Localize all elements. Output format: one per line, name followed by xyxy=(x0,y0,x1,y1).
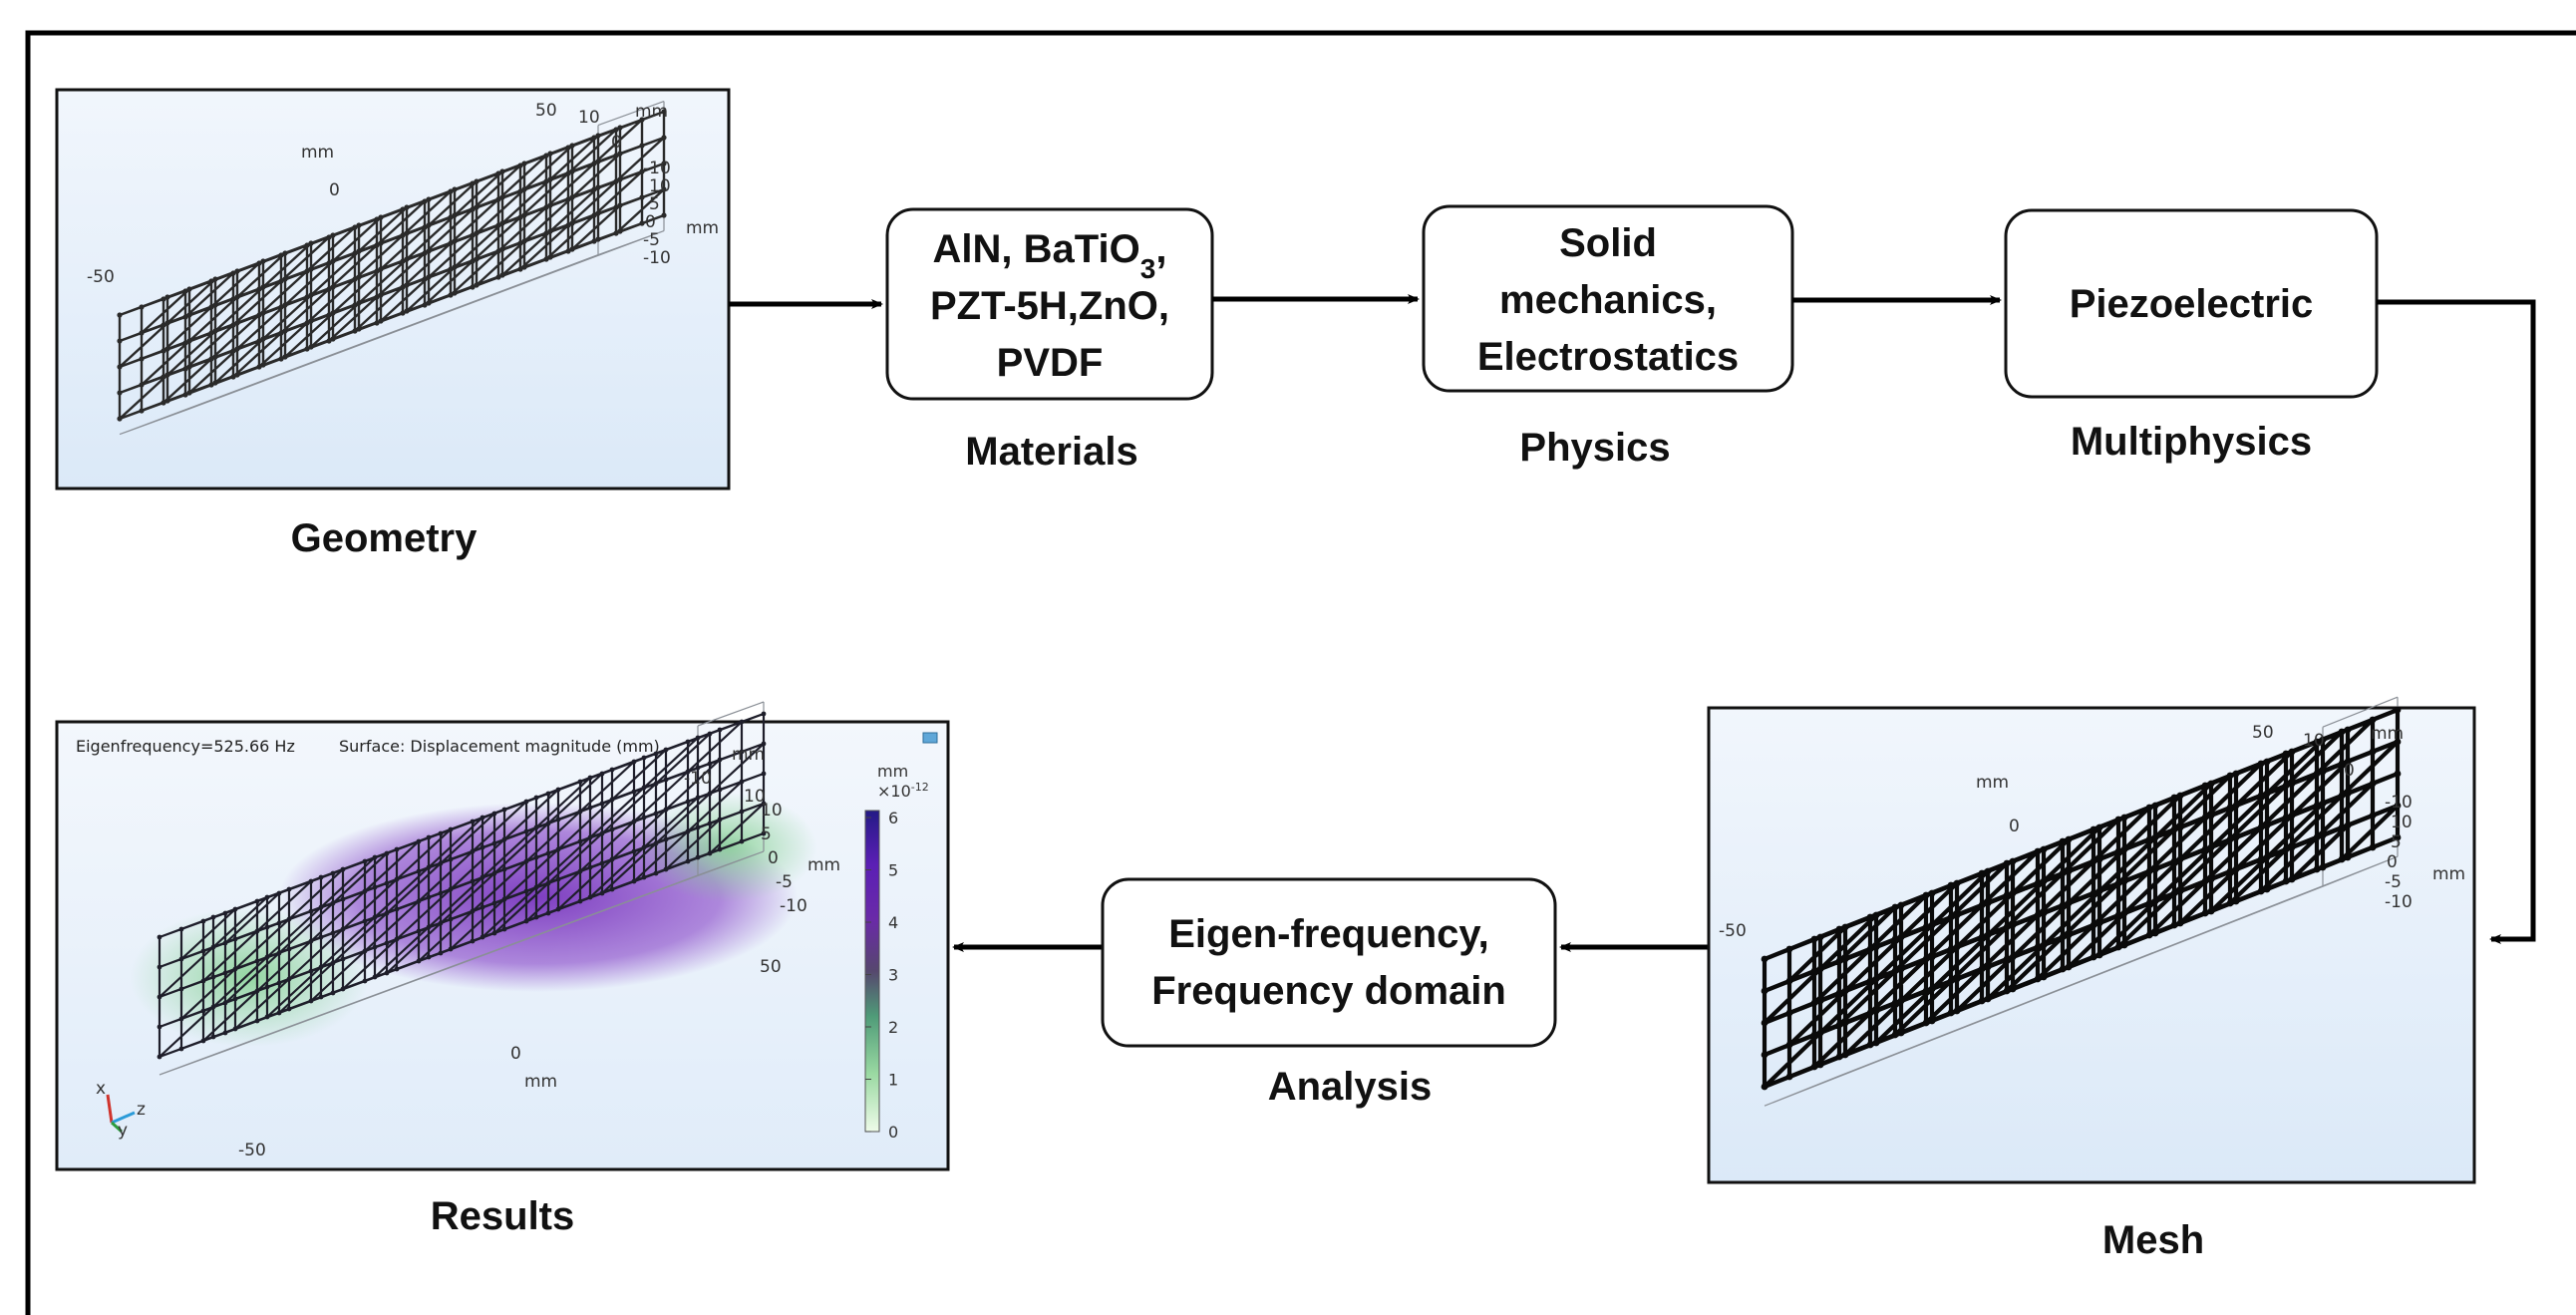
mesh-axis-labels: mm 0 -50 50 10 mm 0 -10 10 5 0 mm -5 -10 xyxy=(1719,723,2465,941)
materials-box: AlN, BaTiO3, PZT-5H,ZnO, PVDF xyxy=(885,207,1214,401)
colorbar-scale-exponent: -12 xyxy=(911,781,929,794)
axis-tick-label: 5 xyxy=(761,824,772,844)
physics-line-3: Electrostatics xyxy=(1477,335,1739,379)
axis-tick-label: 0 xyxy=(611,133,622,153)
axis-tick-label: -5 xyxy=(2385,872,2402,892)
axis-unit-label: mm xyxy=(686,218,719,238)
triad-x-label: x xyxy=(96,1079,106,1099)
axis-tick-label: 0 xyxy=(510,1044,521,1064)
axis-unit-label: mm xyxy=(301,143,334,163)
axis-tick-label: 10 xyxy=(578,108,600,128)
axis-unit-label: mm xyxy=(524,1072,557,1092)
physics-line-1: Solid xyxy=(1559,221,1657,265)
axis-tick-label: 0 xyxy=(2009,817,2020,836)
axis-unit-label: mm xyxy=(807,855,840,875)
materials-line-2: PZT-5H,ZnO, xyxy=(930,284,1169,328)
materials-line-3: PVDF xyxy=(997,341,1104,385)
axis-tick-label: -10 xyxy=(684,769,712,789)
triad-y-label: y xyxy=(118,1121,128,1141)
results-plot-title-right: Surface: Displacement magnitude (mm) xyxy=(339,737,660,756)
export-icon xyxy=(922,732,938,744)
materials-comma: , xyxy=(1155,227,1166,271)
analysis-line-1: Eigen-frequency, xyxy=(1168,912,1489,956)
axis-unit-label: mm xyxy=(635,102,668,122)
analysis-box: Eigen-frequency, Frequency domain xyxy=(1101,877,1557,1048)
colorbar-tick-label: 1 xyxy=(888,1071,898,1090)
axis-tick-label: 0 xyxy=(768,848,779,868)
axis-unit-label: mm xyxy=(2371,724,2404,744)
axis-unit-label: mm xyxy=(1976,773,2009,793)
mesh-truss-model xyxy=(1761,696,2402,1107)
axis-tick-label: -5 xyxy=(643,230,660,250)
results-label: Results xyxy=(431,1194,575,1238)
axis-tick-label: 50 xyxy=(2252,723,2274,743)
outer-border xyxy=(25,30,2576,1315)
geometry-panel: mm 0 -50 50 10 mm 0 -10 10 5 0 mm -5 -10 xyxy=(55,88,731,491)
colorbar: mm ×10-12 6 5 4 3 2 1 0 xyxy=(864,762,929,1142)
colorbar-tick-label: 4 xyxy=(888,913,898,932)
axis-tick-label: -50 xyxy=(238,1141,266,1160)
axis-tick-label: -5 xyxy=(776,872,793,892)
analysis-label: Analysis xyxy=(1268,1065,1433,1109)
axis-tick-label: 5 xyxy=(2391,832,2402,852)
geometry-axis-labels: mm 0 -50 50 10 mm 0 -10 10 5 0 mm -5 -10 xyxy=(87,101,719,287)
axis-tick-label: -10 xyxy=(643,159,671,178)
axis-tick-label: 10 xyxy=(649,176,671,196)
colorbar-tick-label: 3 xyxy=(888,966,898,985)
results-truss-model xyxy=(157,701,767,1076)
axis-tick-label: 0 xyxy=(645,212,656,232)
axis-tick-label: 0 xyxy=(2387,852,2398,872)
axis-tick-label: -50 xyxy=(1719,921,1747,941)
colorbar-scale-base: ×10 xyxy=(877,782,911,801)
colorbar-unit: mm xyxy=(877,762,908,781)
coordinate-triad: x z y xyxy=(96,1079,146,1141)
axis-tick-label: 10 xyxy=(2391,813,2413,832)
axis-tick-label: 50 xyxy=(760,957,782,977)
colorbar-tick-label: 2 xyxy=(888,1018,898,1037)
materials-subscript: 3 xyxy=(1140,253,1156,284)
axis-unit-label: mm xyxy=(2432,864,2465,884)
flow-arrows xyxy=(729,294,2536,952)
colorbar-scale: ×10-12 xyxy=(877,781,929,802)
axis-tick-label: -10 xyxy=(780,896,807,916)
results-plot-title-left: Eigenfrequency=525.66 Hz xyxy=(76,737,295,756)
axis-tick-label: -10 xyxy=(2385,892,2413,912)
axis-tick-label: 10 xyxy=(2303,731,2325,751)
axis-tick-label: 50 xyxy=(535,101,557,121)
geometry-truss-model xyxy=(117,101,667,436)
axis-tick-label: -10 xyxy=(643,248,671,268)
materials-line-1-main: AlN, BaTiO xyxy=(933,227,1140,271)
axis-tick-label: 5 xyxy=(649,194,660,214)
triad-z-label: z xyxy=(137,1100,146,1120)
axis-tick-label: 0 xyxy=(329,180,340,200)
mesh-panel: mm 0 -50 50 10 mm 0 -10 10 5 0 mm -5 -10 xyxy=(1707,696,2476,1184)
axis-tick-label: -10 xyxy=(2385,793,2413,813)
multiphysics-label: Multiphysics xyxy=(2071,420,2312,464)
physics-label: Physics xyxy=(1519,426,1670,470)
axis-tick-label: 10 xyxy=(744,787,766,807)
physics-line-2: mechanics, xyxy=(1499,278,1717,322)
colorbar-tick-label: 6 xyxy=(888,809,898,827)
axis-tick-label: 0 xyxy=(2344,761,2355,781)
analysis-line-2: Frequency domain xyxy=(1151,969,1506,1013)
materials-line-1: AlN, BaTiO3, xyxy=(933,227,1167,284)
axis-tick-label: 10 xyxy=(761,801,783,821)
materials-label: Materials xyxy=(965,430,1137,474)
physics-box: Solid mechanics, Electrostatics xyxy=(1422,204,1794,393)
results-axis-labels: mm -10 10 10 5 0 mm -5 -10 50 0 mm -50 xyxy=(238,745,840,1160)
multiphysics-box: Piezoelectric xyxy=(2004,208,2379,399)
arrow-multiphysics-to-mesh xyxy=(2377,299,2536,944)
mesh-label: Mesh xyxy=(2102,1218,2204,1262)
geometry-label: Geometry xyxy=(291,516,478,560)
axis-unit-label: mm xyxy=(732,745,765,765)
axis-tick-label: -50 xyxy=(87,267,115,287)
results-panel: Eigenfrequency=525.66 Hz Surface: Displa… xyxy=(55,701,950,1171)
colorbar-tick-label: 0 xyxy=(888,1123,898,1142)
multiphysics-line-1: Piezoelectric xyxy=(2070,282,2314,326)
colorbar-tick-label: 5 xyxy=(888,861,898,880)
